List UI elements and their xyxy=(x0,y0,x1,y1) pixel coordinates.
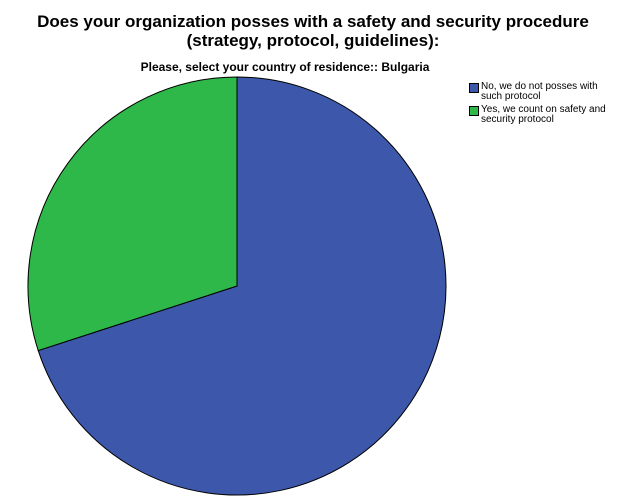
legend-label: No, we do not posses with such protocol xyxy=(481,81,598,102)
chart-title: Does your organization posses with a saf… xyxy=(37,12,589,50)
legend-label: Yes, we count on safety and security pro… xyxy=(481,104,606,125)
chart-subtitle: Please, select your country of residence… xyxy=(140,60,430,74)
pie-slice xyxy=(37,76,447,496)
legend-swatch xyxy=(469,83,479,93)
pie-slice xyxy=(27,76,238,352)
legend-swatch xyxy=(469,106,479,116)
